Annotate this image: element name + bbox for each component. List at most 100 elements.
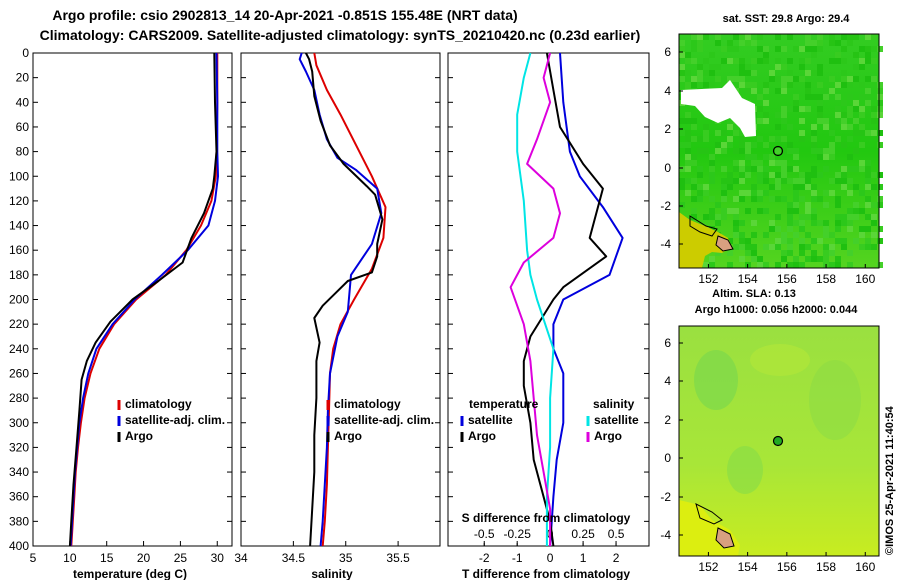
sst-pixel [853, 238, 859, 244]
sst-pixel [691, 124, 697, 130]
sst-pixel [685, 166, 691, 172]
sst-pixel [859, 232, 865, 238]
sst-pixel [871, 214, 877, 220]
sst-pixel [715, 250, 721, 256]
sst-pixel [787, 202, 793, 208]
sst-pixel [799, 178, 805, 184]
sst-pixel [793, 190, 799, 196]
sst-pixel [709, 52, 715, 58]
sst-pixel [691, 40, 697, 46]
sst-pixel [865, 58, 871, 64]
legend-argo: Argo [125, 429, 153, 443]
sst-pixel [715, 64, 721, 70]
sst-pixel [787, 124, 793, 130]
sst-pixel [877, 82, 883, 88]
sst-pixel [847, 250, 853, 256]
map-x-tick-label: 156 [777, 560, 797, 574]
sst-pixel [775, 178, 781, 184]
sst-pixel [817, 154, 823, 160]
x2-tick-label: 0.25 [571, 527, 595, 541]
sst-pixel [817, 148, 823, 154]
sst-pixel [763, 262, 769, 268]
sst-pixel [799, 58, 805, 64]
series-line-t-argo [522, 52, 608, 547]
sst-pixel [745, 250, 751, 256]
sst-pixel [859, 244, 865, 250]
sst-pixel [703, 214, 709, 220]
sst-pixel [781, 118, 787, 124]
legend-climatology: climatology [334, 397, 401, 411]
sst-pixel [829, 262, 835, 268]
sst-pixel [769, 136, 775, 142]
legend-s-argo: Argo [594, 429, 622, 443]
map-x-tick-label: 154 [738, 272, 758, 286]
sst-pixel [871, 106, 877, 112]
sst-pixel [727, 46, 733, 52]
sst-pixel [679, 178, 685, 184]
sst-pixel [877, 130, 883, 136]
sst-pixel [805, 214, 811, 220]
sst-pixel [751, 190, 757, 196]
sst-pixel [799, 46, 805, 52]
sst-pixel [751, 154, 757, 160]
sst-pixel [865, 166, 871, 172]
map-x-tick-label: 160 [855, 560, 875, 574]
sst-pixel [829, 142, 835, 148]
sst-pixel [733, 244, 739, 250]
sst-pixel [787, 148, 793, 154]
sst-pixel [739, 136, 745, 142]
x-tick-label: 5 [30, 551, 37, 565]
sst-pixel [733, 214, 739, 220]
sst-pixel [697, 76, 703, 82]
sst-pixel [685, 70, 691, 76]
x-tick-label: 25 [174, 551, 188, 565]
sla-low-anomaly [727, 446, 763, 494]
sst-pixel [859, 64, 865, 70]
sst-pixel [787, 58, 793, 64]
sst-pixel [769, 220, 775, 226]
sst-pixel [739, 244, 745, 250]
map-y-tick-label: 6 [664, 45, 671, 59]
sst-pixel [769, 70, 775, 76]
sst-pixel [745, 64, 751, 70]
sst-pixel [685, 190, 691, 196]
sst-pixel [817, 100, 823, 106]
sst-pixel [691, 136, 697, 142]
depth-tick-label: 60 [16, 120, 30, 134]
sst-pixel [703, 130, 709, 136]
sst-pixel [775, 184, 781, 190]
sst-pixel [829, 178, 835, 184]
sst-pixel [763, 142, 769, 148]
sst-pixel [739, 166, 745, 172]
sst-pixel [811, 208, 817, 214]
sst-pixel [691, 160, 697, 166]
sst-pixel [841, 172, 847, 178]
sst-pixel [841, 124, 847, 130]
series-line-s-argo [509, 52, 561, 546]
sst-pixel [781, 160, 787, 166]
sst-pixel [739, 142, 745, 148]
sst-pixel [799, 196, 805, 202]
sst-pixel [751, 184, 757, 190]
sst-pixel [775, 34, 781, 40]
sst-pixel [781, 166, 787, 172]
sst-pixel [835, 238, 841, 244]
sst-pixel [745, 40, 751, 46]
sst-pixel [715, 202, 721, 208]
x-tick-label: 35 [339, 551, 353, 565]
sst-pixel [829, 190, 835, 196]
sst-pixel [835, 172, 841, 178]
sst-pixel [763, 190, 769, 196]
sst-pixel [823, 148, 829, 154]
sst-pixel [793, 148, 799, 154]
sst-pixel [703, 82, 709, 88]
map-y-tick-label: -2 [660, 490, 671, 504]
sst-pixel [799, 130, 805, 136]
x-tick-label: -2 [479, 551, 490, 565]
sst-pixel [733, 220, 739, 226]
sst-pixel [865, 46, 871, 52]
sst-pixel [781, 196, 787, 202]
sst-pixel [727, 262, 733, 268]
sst-pixel [763, 166, 769, 172]
legend-t-argo: Argo [468, 429, 496, 443]
